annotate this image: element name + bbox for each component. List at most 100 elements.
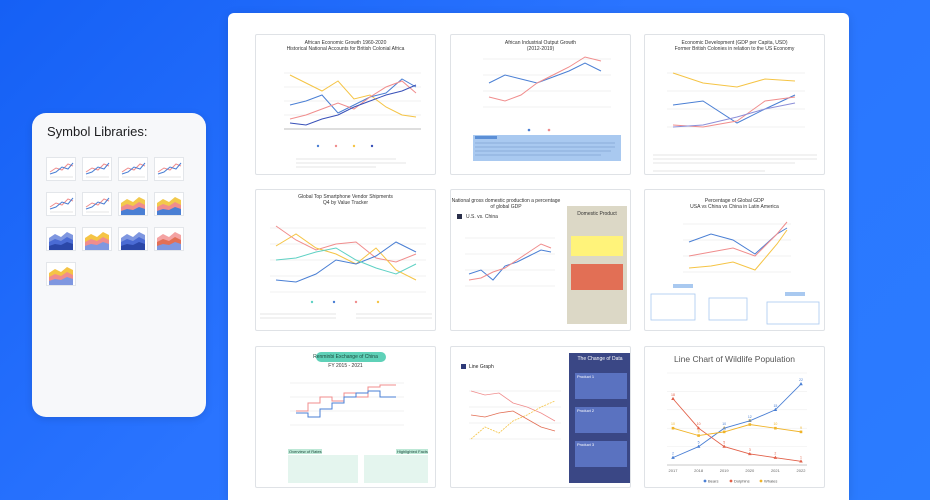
x-tick-label: 2022	[797, 468, 807, 473]
line-chart-thumb-icon[interactable]	[46, 192, 76, 216]
series-line-bears	[672, 383, 802, 459]
multi-line-chart	[284, 72, 421, 168]
line-chart-thumb-icon[interactable]	[82, 157, 112, 181]
template-gallery: African Economic Growth 1960-2020 Histor…	[228, 13, 849, 500]
data-label: 10	[697, 422, 701, 426]
x-tick-label: 2020	[745, 468, 755, 473]
template-card[interactable]: Line Chart of Wildlife Population 2017 20…	[644, 346, 825, 488]
area-chart-thumb-icon[interactable]	[82, 227, 112, 251]
data-label: 10	[722, 422, 726, 426]
series-line-whales	[672, 424, 802, 437]
data-label: 15	[773, 404, 777, 408]
card-title: Percentage of Global GDP	[704, 198, 765, 204]
chart-title: Line Chart of Wildlife Population	[674, 354, 795, 364]
card-title: Global Top Smartphone Vendor Shipments	[298, 194, 393, 200]
x-tick-label: 2019	[720, 468, 730, 473]
data-point	[671, 426, 675, 430]
series-line-dolphins	[672, 398, 802, 462]
data-point	[722, 430, 726, 434]
side-box-label: Product 2	[577, 408, 595, 413]
multi-line-chart	[260, 225, 432, 319]
side-title: The Change of Data	[577, 356, 623, 362]
card-title: Renminbi Exchange of China	[313, 354, 378, 360]
area-chart-thumb-icon[interactable]	[46, 262, 76, 286]
data-label: 11	[748, 419, 752, 423]
legend-label: Whales	[764, 479, 777, 484]
template-card[interactable]: Percentage of Global GDP USA vs China vs…	[644, 189, 825, 331]
template-card[interactable]: African Industrial Output Growth (2012-2…	[450, 34, 631, 175]
data-label: 22	[799, 378, 803, 382]
multi-line-chart	[473, 56, 621, 161]
multi-line-chart	[650, 221, 820, 325]
area-chart-thumb-icon[interactable]	[118, 192, 148, 216]
template-card[interactable]: Line Graph The Change of Data Product 1 …	[450, 346, 631, 488]
note-right-title: Highlighted Facts	[397, 449, 428, 454]
data-point	[722, 426, 726, 430]
x-tick-label: 2018	[694, 468, 704, 473]
data-point	[696, 444, 701, 448]
card-title: African Economic Growth 1960-2020	[304, 40, 387, 46]
symbol-libraries-panel: Symbol Libraries:	[32, 113, 206, 417]
line-chart-thumb-icon[interactable]	[118, 157, 148, 181]
line-chart-thumb-icon[interactable]	[46, 157, 76, 181]
card-subtitle: USA vs China vs China in Latin America	[690, 204, 779, 210]
card-subtitle: (2012-2019)	[526, 46, 555, 52]
template-card[interactable]: National gross domestic production a per…	[450, 189, 631, 331]
legend-marker	[729, 479, 733, 483]
template-card[interactable]: Renminbi Exchange of China FY 2015 - 202…	[255, 346, 436, 488]
data-point	[773, 407, 778, 411]
area-chart-thumb-icon[interactable]	[118, 227, 148, 251]
card-subtitle: Historical National Accounts for British…	[286, 46, 405, 52]
data-label: 10	[671, 422, 675, 426]
data-point	[799, 382, 803, 386]
data-label: 3	[749, 448, 751, 452]
legend-marker	[759, 479, 763, 483]
data-point	[722, 444, 726, 448]
card-subtitle: Q4 by Value Tracker	[322, 200, 369, 206]
side-box-label: Product 1	[577, 374, 595, 379]
legend-label: Bears	[708, 479, 718, 484]
card-title: Line Graph	[469, 364, 494, 370]
line-chart-thumb-icon[interactable]	[82, 192, 112, 216]
template-card[interactable]: African Economic Growth 1960-2020 Histor…	[255, 34, 436, 175]
data-point	[696, 426, 701, 430]
wildlife-line-chart: 2017 2018 2019 2020 2021 20222510121522181053…	[667, 372, 807, 484]
data-label: 12	[748, 415, 752, 419]
card-title: African Industrial Output Growth	[504, 40, 577, 46]
template-card[interactable]: Economic Development (GDP per Capita, US…	[644, 34, 825, 175]
data-label: 18	[671, 393, 675, 397]
area-chart-thumb-icon[interactable]	[46, 227, 76, 251]
note-left-title: Overview of Rates	[289, 449, 322, 454]
data-point	[671, 455, 675, 459]
legend-label: Dolphins	[734, 479, 750, 484]
data-point	[748, 451, 752, 456]
line-chart-thumb-icon[interactable]	[154, 157, 184, 181]
data-label: 8	[698, 430, 700, 434]
data-label: 5	[698, 441, 700, 445]
x-tick-label: 2021	[771, 468, 781, 473]
side-box-label: Product 3	[577, 442, 595, 447]
card-title: National gross domestic production a per…	[451, 198, 561, 204]
x-tick-label: 2017	[669, 468, 679, 473]
card-title: Economic Development (GDP per Capita, US…	[681, 40, 788, 46]
side-title: Domestic Product	[577, 211, 617, 217]
multi-line-chart	[653, 72, 817, 172]
template-card[interactable]: Global Top Smartphone Vendor Shipments Q…	[255, 189, 436, 331]
card-subtitle: Former British Colonies in relation to t…	[674, 46, 795, 52]
card-legend: U.S. vs. China	[466, 214, 498, 220]
step-line-chart	[288, 352, 428, 483]
multi-line-chart	[461, 353, 630, 483]
area-chart-thumb-icon[interactable]	[154, 227, 184, 251]
data-point	[671, 396, 675, 400]
data-point	[799, 430, 803, 434]
data-point	[774, 426, 777, 430]
data-point	[748, 418, 752, 423]
data-label: 10	[773, 422, 777, 426]
data-point	[748, 423, 752, 426]
area-chart-thumb-icon[interactable]	[154, 192, 184, 216]
data-label: 9	[800, 426, 802, 430]
card-subtitle: FY 2015 - 2021	[328, 363, 363, 369]
panel-title: Symbol Libraries:	[47, 124, 148, 139]
card-subtitle: of global GDP	[490, 204, 522, 210]
data-label: 5	[723, 441, 725, 445]
